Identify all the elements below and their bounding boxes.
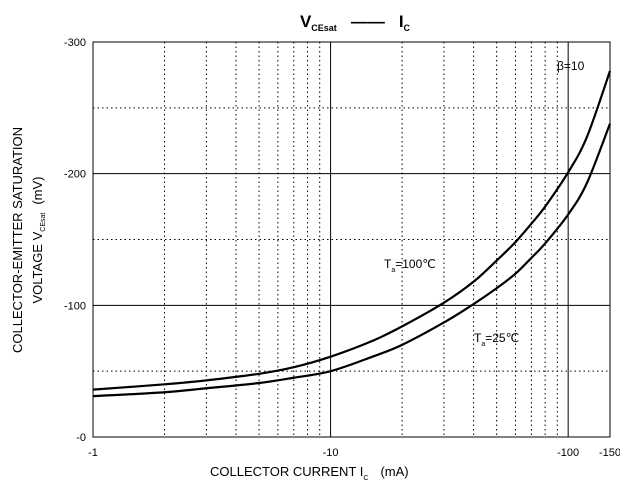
y-axis-label-line1: COLLECTOR-EMITTER SATURATION bbox=[10, 127, 25, 353]
x-tick-label: -100 bbox=[557, 447, 579, 459]
x-tick-label: -150 bbox=[599, 447, 620, 459]
y-tick-label: -300 bbox=[64, 37, 86, 49]
ta-100-annotation: Ta=100℃ bbox=[384, 257, 436, 274]
x-axis-label: COLLECTOR CURRENT IC (mA) bbox=[210, 464, 409, 482]
y-axis-label-line2: VOLTAGE VCEsat(mV) bbox=[30, 177, 47, 304]
y-tick-label: -0 bbox=[76, 432, 86, 444]
minor-grid bbox=[93, 42, 610, 437]
y-tick-label: -100 bbox=[64, 300, 86, 312]
chart-title: VCEsat —— IC bbox=[300, 12, 411, 33]
y-tick-label: -200 bbox=[64, 169, 86, 181]
series-layer bbox=[92, 70, 612, 398]
tick-labels: -1 -10 -100 -150 -0 -100 -200 -300 bbox=[64, 37, 620, 459]
ta-25-annotation: Ta=25℃ bbox=[474, 331, 519, 348]
x-tick-label: -10 bbox=[323, 447, 339, 459]
x-tick-label: -1 bbox=[88, 447, 98, 459]
series-line-ta-100 bbox=[92, 70, 612, 391]
y-axis-label: COLLECTOR-EMITTER SATURATION VOLTAGE VCE… bbox=[10, 127, 47, 353]
plot-frame bbox=[92, 41, 611, 438]
series-line-ta-25 bbox=[92, 123, 612, 398]
beta-annotation: β=10 bbox=[557, 59, 585, 73]
